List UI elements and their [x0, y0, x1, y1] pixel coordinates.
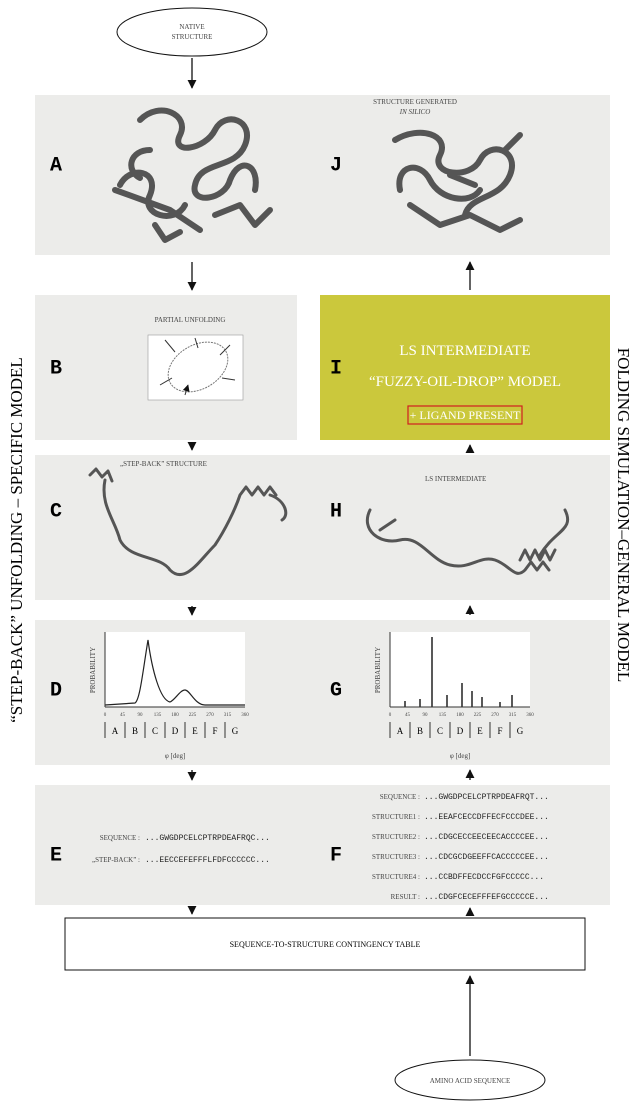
sequence: ...CDGCECCEECEECACCCCEE... [424, 833, 549, 842]
plot-frame [105, 632, 245, 707]
sequence-label: AMINO ACID SEQUENCE [430, 1077, 511, 1085]
y-axis-label: PROBABILITY [89, 647, 97, 693]
x-tick-label: 180 [456, 713, 464, 718]
region-label: B [132, 726, 138, 736]
panel-letter: D [50, 679, 62, 702]
row-ab [35, 95, 610, 255]
row-label: STRUCTURE4 : [372, 873, 420, 881]
panel-letter: E [50, 844, 62, 867]
region-label: E [477, 726, 483, 736]
panel-letter: C [50, 500, 62, 523]
diagram: “STEP-BACK” UNFOLDING – SPECIFIC MODEL F… [0, 0, 637, 1102]
sequence: ...GWGDPCELCPTRPDEAFRQT... [424, 793, 549, 802]
panel-title: LS INTERMEDIATE [425, 475, 486, 483]
panel-letter: F [330, 844, 342, 867]
x-tick-label: 225 [189, 713, 197, 718]
x-tick-label: 90 [138, 713, 144, 718]
x-tick-label: 270 [491, 713, 499, 718]
side-label-left: “STEP-BACK” UNFOLDING – SPECIFIC MODEL [7, 357, 26, 723]
model-line: “FUZZY-OIL-DROP” MODEL [369, 374, 561, 390]
region-label: A [397, 726, 404, 736]
row-label: „STEP-BACK” : [92, 856, 140, 864]
x-tick-label: 45 [405, 713, 411, 718]
row-ef [35, 785, 610, 905]
region-label: D [457, 726, 464, 736]
row-ch [35, 455, 610, 600]
row-label: STRUCTURE3 : [372, 853, 420, 861]
x-tick-label: 135 [439, 713, 447, 718]
region-label: E [192, 726, 198, 736]
x-tick-label: 135 [154, 713, 162, 718]
panel-title: „STEP-BACK” STRUCTURE [120, 460, 207, 468]
sequence: ...EEAFCECCDFFECFCCCDEE... [424, 813, 549, 822]
region-label: D [172, 726, 179, 736]
x-tick-label: 360 [526, 713, 534, 718]
sequence: ...CDGFCECEFFFEFGCCCCCE... [424, 893, 549, 902]
start-ellipse [117, 8, 267, 56]
panel-letter: J [330, 154, 342, 177]
region-label: A [112, 726, 119, 736]
x-axis-label: φ [deg] [450, 752, 471, 760]
x-tick-label: 315 [509, 713, 517, 718]
row-label: SEQUENCE : [100, 834, 140, 842]
region-label: G [517, 726, 524, 736]
row-label: SEQUENCE : [380, 793, 420, 801]
y-axis-label: PROBABILITY [374, 647, 382, 693]
x-tick-label: 270 [206, 713, 214, 718]
panel-letter: A [50, 154, 62, 177]
x-tick-label: 315 [224, 713, 232, 718]
region-label: F [212, 726, 217, 736]
x-tick-label: 45 [120, 713, 126, 718]
x-tick-label: 180 [171, 713, 179, 718]
region-label: C [437, 726, 443, 736]
panel-letter: G [330, 679, 342, 702]
panel-title: IN SILICO [399, 108, 431, 116]
x-axis-label: φ [deg] [165, 752, 186, 760]
sequence: ...CDCGCDGEEFFCACCCCCEE... [424, 853, 549, 862]
x-tick-label: 225 [474, 713, 482, 718]
panel-letter: H [330, 500, 342, 523]
plot-frame [390, 632, 530, 707]
panel-letter: I [330, 357, 342, 380]
panel-title: PARTIAL UNFOLDING [155, 316, 226, 324]
native-label: STRUCTURE [172, 33, 213, 41]
region-label: C [152, 726, 158, 736]
region-label: G [232, 726, 239, 736]
contingency-label: SEQUENCE-TO-STRUCTURE CONTINGENCY TABLE [230, 940, 421, 949]
region-label: B [417, 726, 423, 736]
sequence: ...EECCEFEFFFLFDFCCCCCC... [145, 856, 270, 865]
row-label: RESULT : [391, 893, 420, 901]
model-line: LS INTERMEDIATE [399, 343, 530, 359]
native-label: NATIVE [179, 23, 204, 31]
panel-title: STRUCTURE GENERATED [373, 98, 457, 106]
row-label: STRUCTURE1 : [372, 813, 420, 821]
ligand-label: + LIGAND PRESENT [410, 408, 521, 422]
sequence: ...CCBDFFECDCCFGFCCCCC... [424, 873, 544, 882]
x-tick-label: 90 [423, 713, 429, 718]
region-label: F [497, 726, 502, 736]
x-tick-label: 360 [241, 713, 249, 718]
sequence: ...GWGDPCELCPTRPDEAFRQC... [145, 834, 270, 843]
side-label-right: FOLDING SIMULATION–GENERAL MODEL [614, 348, 633, 683]
panel-letter: B [50, 357, 62, 380]
map-frame [148, 335, 243, 400]
row-label: STRUCTURE2 : [372, 833, 420, 841]
